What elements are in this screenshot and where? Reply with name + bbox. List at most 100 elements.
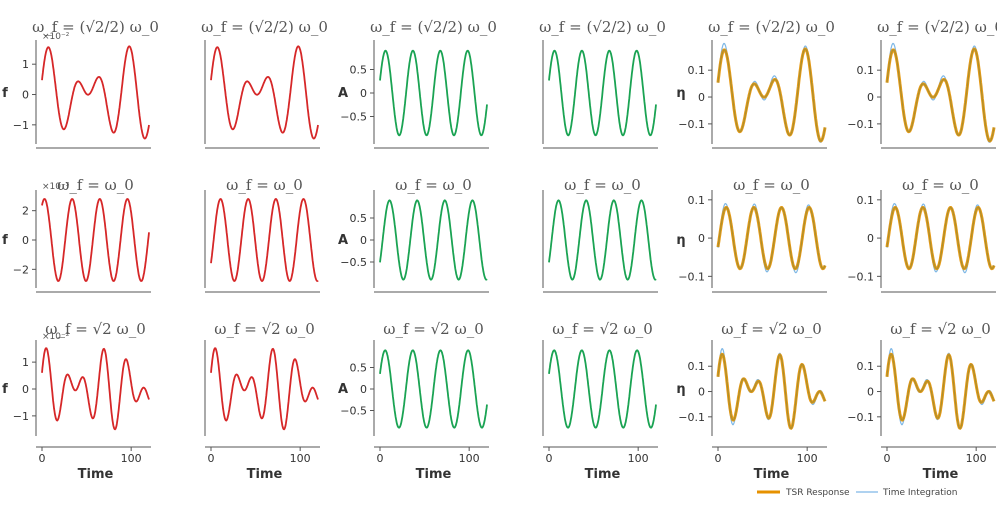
subplot-r0-c4: −0.1 0 0.1η (676, 40, 827, 149)
y-axis-label: f (2, 233, 8, 248)
legend: TSR Response Time Integration (757, 488, 957, 498)
y-tick-label: 0.1 (688, 360, 706, 373)
subplot-r1-c3 (542, 190, 658, 293)
x-tick-label: 0 (546, 452, 553, 465)
panel-title: ω_f = ω_0 (395, 176, 472, 194)
series-f (41, 198, 150, 282)
subplot-r2-c3: 0 100 Time (542, 340, 658, 482)
series-overlay (717, 48, 826, 142)
series-tsr-response (885, 352, 996, 430)
panel-title: ω_f = ω_0 (226, 176, 303, 194)
series-overlay (717, 353, 826, 429)
y-axis-label: A (338, 382, 348, 397)
x-axis-label: Time (247, 467, 283, 482)
x-axis-label: Time (416, 467, 452, 482)
y-tick-label: 2 (22, 205, 29, 218)
y-multiplier: ×10⁻² (42, 32, 70, 42)
panel-title-text: ω_f = ω_0 (902, 176, 979, 194)
panel-title: ω_f = √2 ω_0 (45, 320, 146, 338)
panel-title: ω_f = (√2/2) ω_0 (539, 18, 666, 36)
y-tick-label: 0.1 (688, 64, 706, 77)
y-tick-label: 0.5 (350, 212, 368, 225)
y-tick-label: 0 (360, 87, 367, 100)
panel-title-text: ω_f = ω_0 (57, 176, 134, 194)
y-tick-label: −0.1 (847, 411, 874, 424)
subplot-r0-c3 (542, 40, 658, 149)
y-tick-label: 0 (360, 383, 367, 396)
y-axis-label: f (2, 382, 8, 397)
x-axis-label: Time (78, 467, 114, 482)
y-tick-label: 0 (698, 386, 705, 399)
series-overlay (886, 206, 995, 270)
x-tick-label: 100 (290, 452, 311, 465)
y-axis-label: η (676, 382, 685, 397)
series-overlay (717, 206, 826, 270)
y-tick-label: 0.1 (857, 194, 875, 207)
x-tick-label: 100 (121, 452, 142, 465)
x-tick-label: 0 (715, 452, 722, 465)
panel-title: ω_f = √2 ω_0 (383, 320, 484, 338)
y-tick-label: 0.5 (350, 64, 368, 77)
panel-title: ω_f = (√2/2) ω_0 (370, 18, 497, 36)
subplot-r2-c0: −1 0 1 f ×10⁻² 0 100 Time (2, 332, 151, 482)
y-tick-label: 0.5 (350, 362, 368, 375)
y-tick-label: 0 (360, 234, 367, 247)
x-tick-label: 0 (39, 452, 46, 465)
panel-title-text: ω_f = (√2/2) ω_0 (370, 18, 497, 36)
panel-title-text: ω_f = (√2/2) ω_0 (32, 18, 159, 36)
panel-title-text: ω_f = (√2/2) ω_0 (201, 18, 328, 36)
panel-title-text: ω_f = ω_0 (733, 176, 810, 194)
series-f (210, 45, 319, 140)
panel-title-text: ω_f = √2 ω_0 (214, 320, 315, 338)
x-tick-label: 0 (208, 452, 215, 465)
y-axis-label: f (2, 86, 8, 101)
y-tick-label: 0 (698, 232, 705, 245)
panel-title: ω_f = ω_0 (57, 176, 134, 194)
panel-title-text: ω_f = ω_0 (395, 176, 472, 194)
series-tsr-response (716, 352, 827, 430)
y-tick-label: 0 (22, 89, 29, 102)
x-axis-label: Time (585, 467, 621, 482)
panel-title: ω_f = √2 ω_0 (214, 320, 315, 338)
y-tick-label: −1 (13, 119, 29, 132)
series-A (548, 349, 657, 429)
y-axis-label: η (676, 233, 685, 248)
x-axis-label: Time (754, 467, 790, 482)
y-tick-label: 0.1 (857, 64, 875, 77)
panel-title: ω_f = √2 ω_0 (890, 320, 991, 338)
panel-title: ω_f = √2 ω_0 (721, 320, 822, 338)
panel-title: ω_f = (√2/2) ω_0 (877, 18, 997, 36)
y-tick-label: −0.5 (340, 111, 367, 124)
panel-title: ω_f = √2 ω_0 (552, 320, 653, 338)
x-tick-label: 100 (459, 452, 480, 465)
panel-title: ω_f = (√2/2) ω_0 (708, 18, 835, 36)
x-tick-label: 100 (797, 452, 818, 465)
series-overlay (886, 48, 995, 142)
y-tick-label: −0.5 (340, 405, 367, 418)
y-tick-label: 0 (698, 91, 705, 104)
subplot-r1-c0: −2 0 2 f ×10⁻³ (2, 182, 151, 293)
panel-title: ω_f = ω_0 (564, 176, 641, 194)
y-tick-label: −0.5 (340, 256, 367, 269)
y-tick-label: 0 (867, 386, 874, 399)
y-tick-label: 0 (867, 232, 874, 245)
y-tick-label: −0.1 (678, 118, 705, 131)
x-axis-label: Time (923, 467, 959, 482)
y-multiplier: ×10⁻² (42, 332, 70, 342)
y-tick-label: −0.1 (678, 270, 705, 283)
subplot-r1-c4: −0.1 0 0.1 η (676, 190, 827, 293)
subplot-r2-c1: 0 100 Time (204, 340, 320, 482)
panel-title-text: ω_f = √2 ω_0 (45, 320, 146, 338)
subplot-r1-c2: −0.5 0 0.5A (338, 190, 489, 293)
panel-title: ω_f = (√2/2) ω_0 (32, 18, 159, 36)
series-A (379, 199, 488, 281)
subplot-r0-c5: −0.1 0 0.1 (847, 40, 996, 149)
panel-title-text: ω_f = √2 ω_0 (890, 320, 991, 338)
panel-title-text: ω_f = √2 ω_0 (552, 320, 653, 338)
subplot-r0-c0: −1 0 1 f ×10⁻² (2, 32, 151, 149)
subplot-r1-c5: −0.1 0 0.1 (847, 190, 996, 293)
y-tick-label: 0 (22, 383, 29, 396)
panel-title-text: ω_f = ω_0 (226, 176, 303, 194)
